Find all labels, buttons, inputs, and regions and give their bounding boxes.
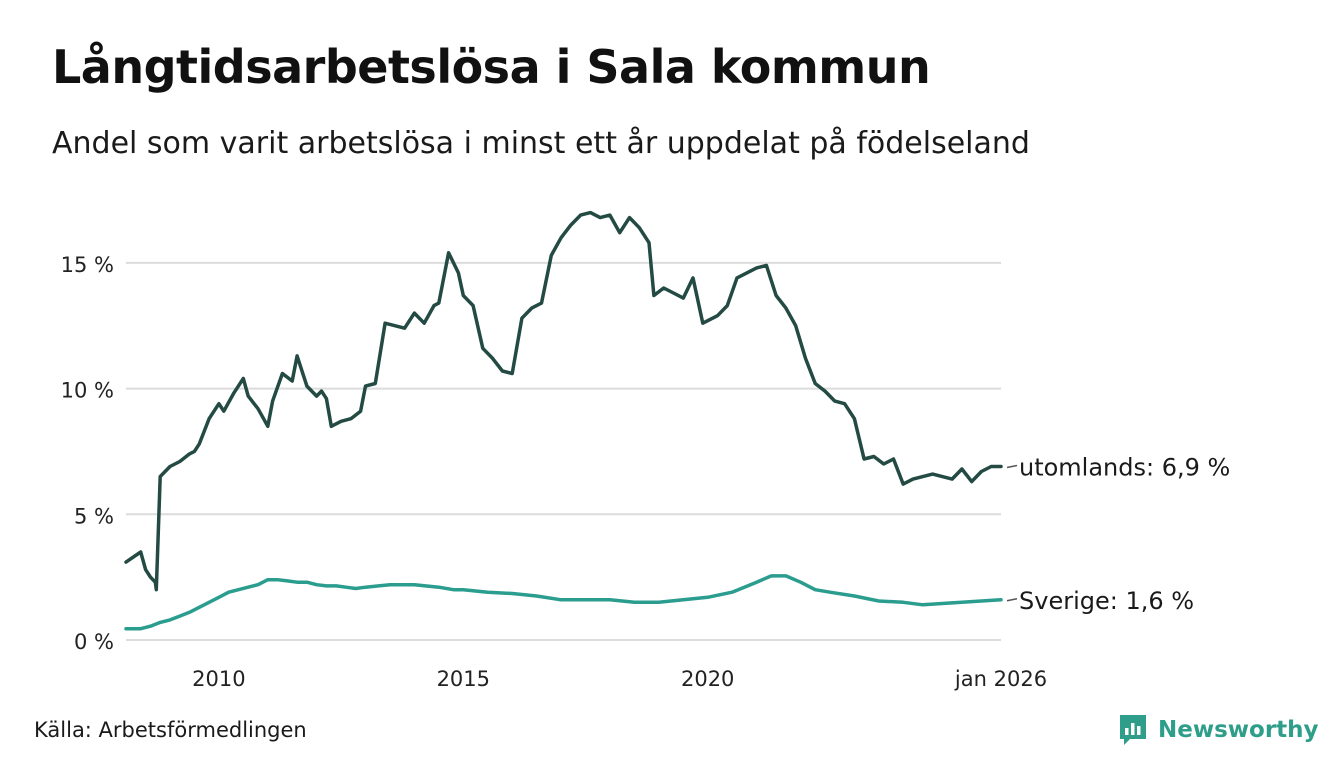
- chart-subtitle: Andel som varit arbetslösa i minst ett å…: [52, 126, 1030, 161]
- grid-lines: [126, 261, 1001, 641]
- y-tick-label: 0 %: [74, 630, 114, 654]
- series-end-label: utomlands: 6,9 %: [1019, 454, 1230, 482]
- end-label-connector: [1006, 598, 1018, 602]
- end-label-connector: [1006, 464, 1018, 469]
- y-tick-label: 15 %: [61, 253, 114, 277]
- y-tick-label: 5 %: [74, 504, 114, 528]
- x-tick-label: 2020: [681, 667, 734, 691]
- series-lines: [124, 210, 1003, 631]
- series-end-labels: utomlands: 6,9 % Sverige: 1,6 %: [1006, 454, 1230, 615]
- x-tick-label: jan 2026: [954, 667, 1047, 691]
- x-tick-label: 2010: [192, 667, 245, 691]
- brand-name: Newsworthy: [1158, 717, 1319, 743]
- series-line-sverige: [124, 574, 1003, 631]
- x-tick-label: 2015: [437, 667, 490, 691]
- chart-title: Långtidsarbetslösa i Sala kommun: [52, 40, 931, 94]
- newsworthy-logo-icon: [1120, 715, 1146, 745]
- source-note: Källa: Arbetsförmedlingen: [34, 718, 307, 742]
- series-end-label: Sverige: 1,6 %: [1019, 587, 1194, 615]
- y-tick-label: 10 %: [61, 379, 114, 403]
- series-line-utomlands: [124, 210, 1003, 592]
- brand-logo[interactable]: Newsworthy: [1118, 713, 1319, 747]
- x-axis: 2010 2015 2020 jan 2026: [192, 667, 1047, 691]
- y-axis: 0 % 5 % 10 % 15 %: [61, 253, 114, 654]
